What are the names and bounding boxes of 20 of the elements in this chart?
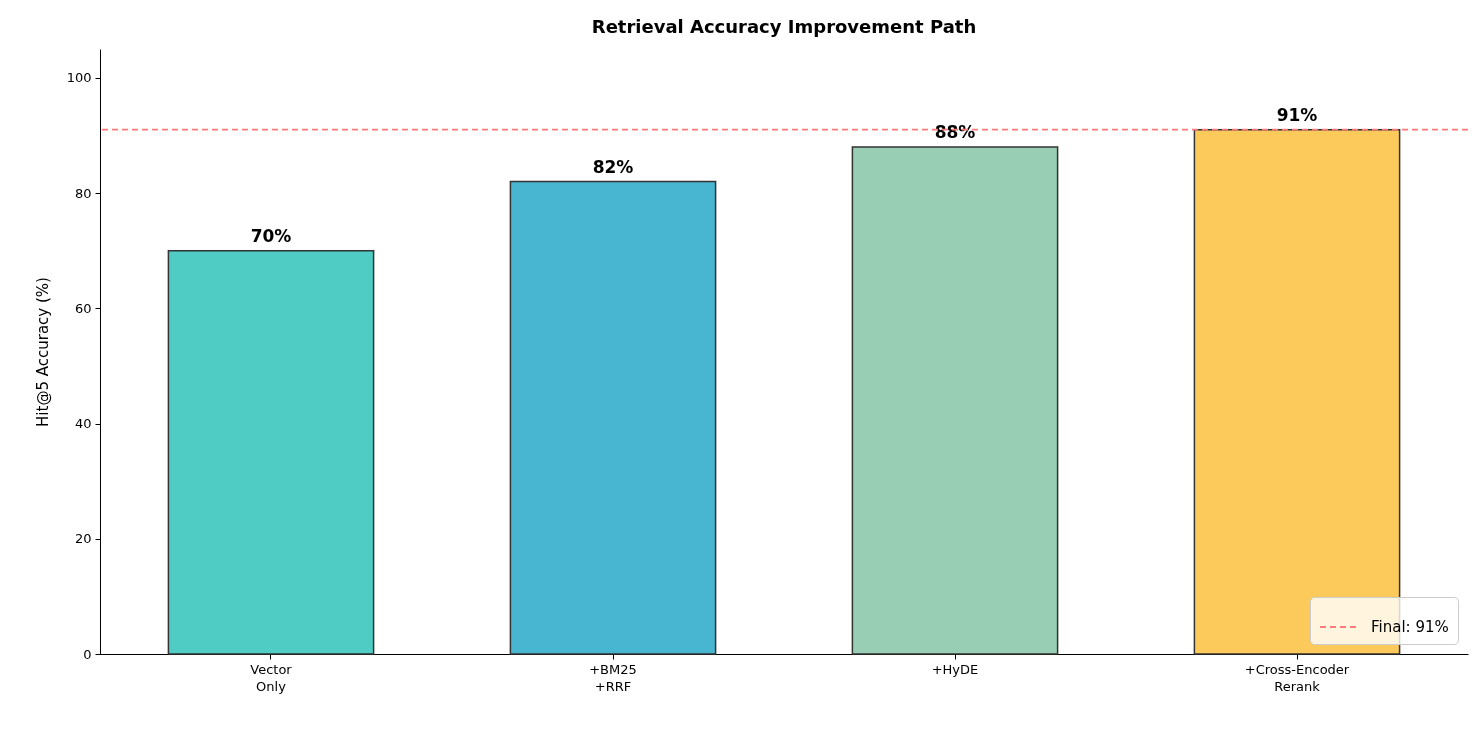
legend-label: Final: 91% [1371,618,1449,636]
data-label: 70% [250,225,292,246]
data-label: 91% [1276,104,1318,125]
x-tick-label: Vector Only [250,661,293,694]
data-label: 88% [934,121,976,142]
chart-title: Retrieval Accuracy Improvement Path [591,16,977,37]
y-tick-label: 60 [74,300,92,316]
y-tick-label: 80 [74,185,92,201]
bar [167,249,375,655]
y-tick-label: 0 [83,646,92,662]
y-tick-label: 100 [66,70,92,86]
y-tick-label: 20 [74,531,92,547]
data-label: 82% [592,156,634,177]
x-tick-label: +Cross-Encoder Rerank [1244,661,1350,694]
x-tick-label: +HyDE [931,661,979,677]
y-tick-label: 40 [74,416,92,432]
bar [509,180,717,655]
bar [851,146,1059,655]
x-tick-label: +BM25 +RRF [589,661,637,694]
y-axis-title: Hit@5 Accuracy (%) [33,277,52,427]
